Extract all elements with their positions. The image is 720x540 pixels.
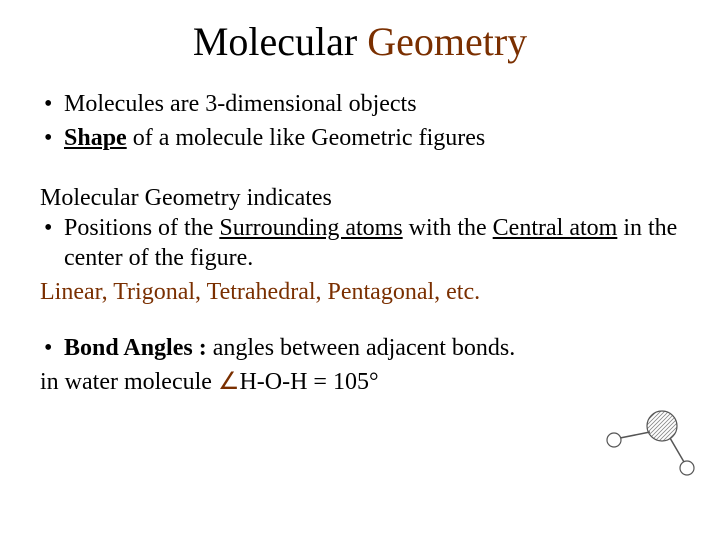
bullet-text: Shape of a molecule like Geometric figur…	[64, 123, 680, 153]
bullet-dot: •	[44, 333, 64, 363]
hydrogen-atom-icon	[607, 433, 621, 447]
emphasis-shape: Shape	[64, 125, 127, 151]
bold-bond-angles: Bond Angles :	[64, 335, 207, 361]
bullet-item: • Molecules are 3-dimensional objects	[44, 89, 680, 119]
bullet-dot: •	[44, 89, 64, 119]
bullet-text: Molecules are 3-dimensional objects	[64, 89, 680, 119]
bullet-text: Bond Angles : angles between adjacent bo…	[64, 333, 680, 363]
hydrogen-atom-icon	[680, 461, 694, 475]
title-word-1: Molecular	[193, 19, 357, 64]
bullet-section-2: • Positions of the Surrounding atoms wit…	[44, 213, 680, 273]
bullet-item: • Shape of a molecule like Geometric fig…	[44, 123, 680, 153]
title-word-2: Geometry	[367, 19, 527, 64]
bullet-dot: •	[44, 123, 64, 153]
water-molecule-icon	[602, 406, 702, 486]
underline-central: Central atom	[493, 215, 618, 241]
bond-line	[670, 438, 684, 462]
bullet-text: Positions of the Surrounding atoms with …	[64, 213, 680, 273]
bullet-section-3: • Bond Angles : angles between adjacent …	[44, 333, 680, 363]
section-2-heading: Molecular Geometry indicates	[40, 183, 680, 213]
bullet-section-1: • Molecules are 3-dimensional objects • …	[44, 89, 680, 153]
slide-content: • Molecules are 3-dimensional objects • …	[40, 89, 680, 397]
slide: Molecular Geometry • Molecules are 3-dim…	[0, 0, 720, 397]
bond-line	[620, 432, 650, 438]
angle-line: in water molecule ∠H-O-H = 105°	[40, 367, 680, 397]
bullet-dot: •	[44, 213, 64, 243]
central-atom-icon	[647, 411, 677, 441]
shapes-line: Linear, Trigonal, Tetrahedral, Pentagona…	[40, 277, 680, 307]
underline-surrounding: Surrounding atoms	[219, 215, 402, 241]
bullet-item: • Positions of the Surrounding atoms wit…	[44, 213, 680, 273]
angle-symbol: ∠	[218, 369, 240, 395]
bullet-item: • Bond Angles : angles between adjacent …	[44, 333, 680, 363]
slide-title: Molecular Geometry	[40, 18, 680, 65]
